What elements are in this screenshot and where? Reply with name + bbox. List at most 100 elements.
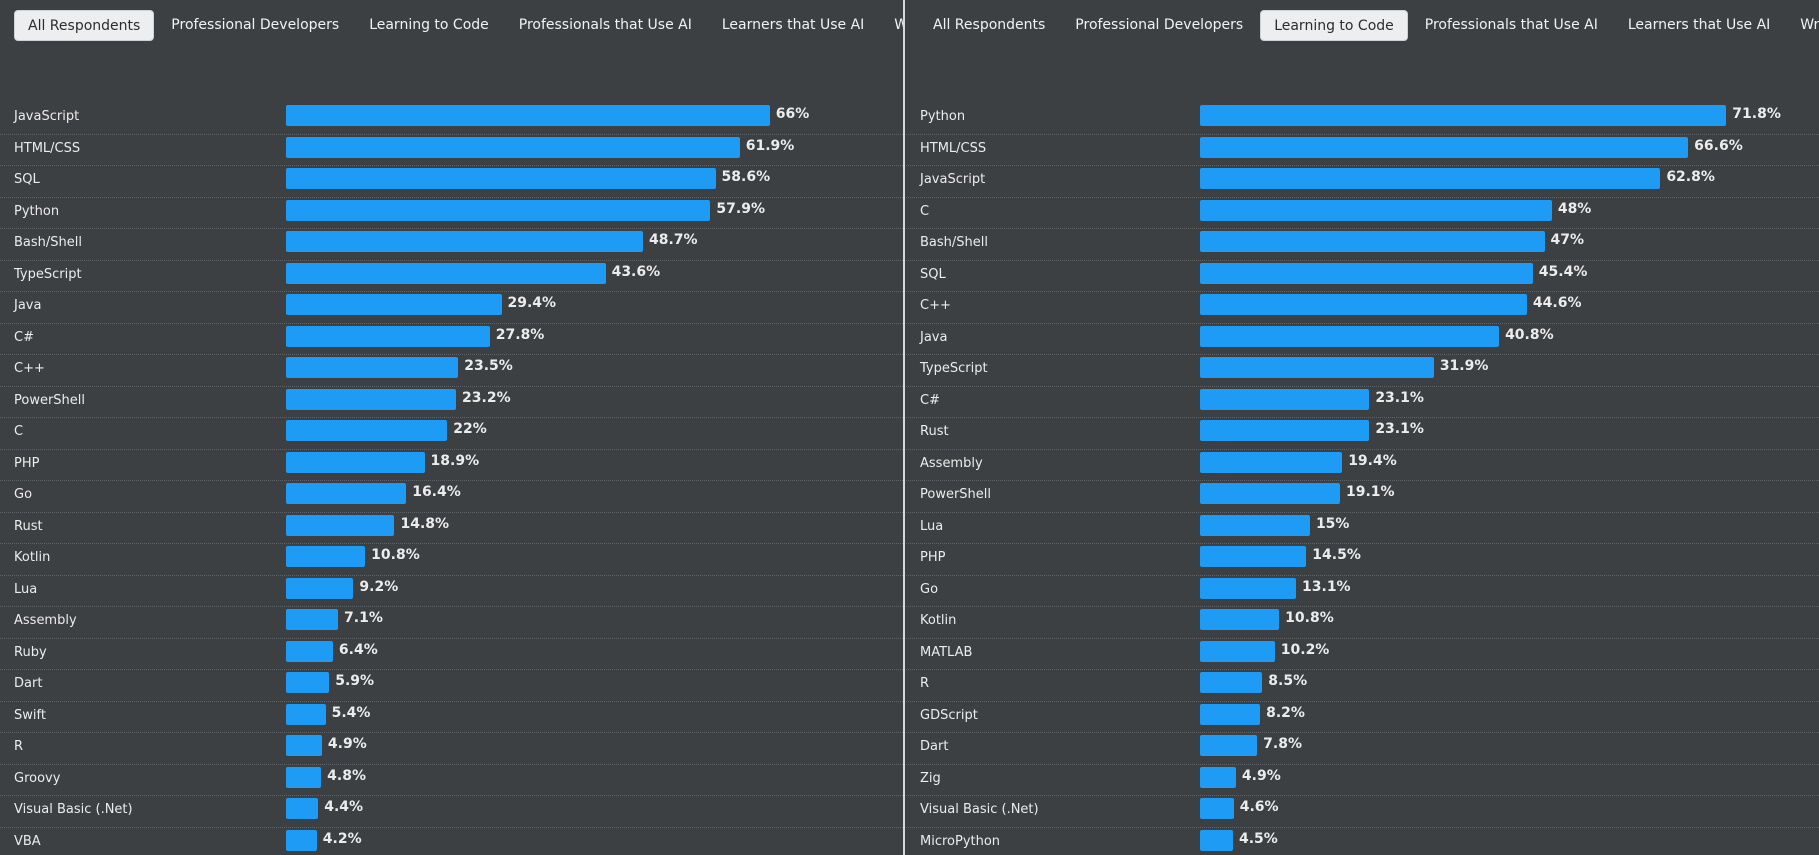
left-panel: All Respondents Professional Developers … [0, 0, 903, 855]
bar[interactable] [1200, 546, 1307, 567]
category-label: TypeScript [920, 361, 988, 376]
bar[interactable] [1200, 672, 1263, 693]
tab-professional-developers[interactable]: Professional Developers [171, 17, 340, 33]
tab-learners-that-use-ai[interactable]: Learners that Use AI [1627, 17, 1771, 33]
bar-row: Ruby 6.4% [0, 639, 903, 670]
bar-row: Assembly 7.1% [0, 607, 903, 639]
bar[interactable] [1200, 829, 1233, 851]
bar[interactable] [286, 420, 448, 441]
bar[interactable] [1200, 105, 1727, 126]
bar[interactable] [1200, 388, 1370, 410]
tab-all-respondents[interactable]: All Respondents [14, 10, 155, 41]
category-label: Python [920, 109, 966, 124]
bar-row: MicroPython 4.5% [906, 828, 1819, 855]
bar[interactable] [1200, 703, 1261, 725]
bar[interactable] [1200, 640, 1275, 662]
bar-value-label: 31.9% [1439, 358, 1489, 374]
bar[interactable] [286, 703, 326, 725]
category-label: Python [14, 203, 60, 219]
bar[interactable] [286, 105, 770, 126]
bar-row: Bash/Shell 47% [906, 229, 1819, 261]
tab-all-respondents[interactable]: All Respondents [933, 17, 1046, 33]
bar[interactable] [1200, 609, 1280, 630]
category-label: Assembly [14, 613, 77, 628]
bar[interactable] [1200, 735, 1258, 756]
category-label: Rust [920, 424, 949, 439]
bar[interactable] [286, 231, 643, 252]
bar[interactable] [286, 325, 490, 347]
bar[interactable] [1200, 231, 1545, 252]
bar-value-label: 22% [453, 421, 487, 437]
category-label: Visual Basic (.Net) [920, 802, 1039, 817]
bar[interactable] [1200, 483, 1340, 504]
bar-row: C 48% [906, 198, 1819, 229]
bar[interactable] [286, 262, 606, 284]
bar[interactable] [286, 199, 711, 221]
bar[interactable] [1200, 357, 1434, 378]
bar[interactable] [1200, 420, 1370, 441]
bar[interactable] [1200, 798, 1234, 819]
bar[interactable] [286, 766, 322, 788]
bar[interactable] [286, 451, 425, 473]
bar-value-label: 71.8% [1732, 106, 1781, 122]
category-label: Zig [920, 770, 941, 786]
bar[interactable] [1200, 577, 1297, 599]
bar[interactable] [286, 357, 459, 378]
tab-learning-to-code[interactable]: Learning to Code [369, 17, 489, 33]
bar[interactable] [1200, 451, 1343, 473]
bar-row: Go 16.4% [0, 481, 903, 513]
bar[interactable] [286, 609, 339, 630]
bar[interactable] [286, 168, 716, 189]
tab-professionals-that-use-ai[interactable]: Professionals that Use AI [1424, 17, 1598, 33]
bar-value-label: 44.6% [1532, 295, 1582, 311]
bar[interactable] [286, 829, 317, 851]
bar[interactable] [286, 577, 354, 599]
tab-write-ins[interactable]: Write-Ins [1800, 17, 1819, 33]
bar[interactable] [286, 388, 457, 410]
bar[interactable] [1200, 199, 1552, 221]
bar-value-label: 23.1% [1375, 421, 1424, 437]
bar[interactable] [286, 798, 319, 819]
right-tab-bar: All Respondents Professional Developers … [920, 10, 1819, 41]
bar[interactable] [1200, 262, 1533, 284]
category-label: Java [14, 298, 42, 313]
category-label: Java [920, 329, 948, 345]
bar[interactable] [286, 294, 502, 315]
bar-value-label: 58.6% [721, 169, 771, 185]
bar-row: C# 23.1% [906, 387, 1819, 418]
tab-professionals-that-use-ai[interactable]: Professionals that Use AI [518, 17, 692, 33]
bar[interactable] [1200, 325, 1500, 347]
bar-value-label: 10.8% [371, 547, 420, 563]
bar-row: JavaScript 62.8% [906, 166, 1819, 198]
bar[interactable] [1200, 168, 1661, 189]
bar-value-label: 29.4% [507, 295, 557, 311]
bar-row: PowerShell 19.1% [906, 481, 1819, 513]
panel-divider [903, 0, 905, 855]
bar[interactable] [1200, 136, 1689, 158]
bar-value-label: 13.1% [1302, 578, 1351, 595]
bar-row: HTML/CSS 66.6% [906, 135, 1819, 166]
category-label: GDScript [920, 707, 978, 723]
bar-row: Groovy 4.8% [0, 765, 903, 796]
category-label: Go [14, 487, 33, 502]
bar[interactable] [1200, 294, 1527, 315]
bar[interactable] [286, 735, 322, 756]
bar[interactable] [286, 483, 407, 504]
bar[interactable] [286, 672, 330, 693]
tab-learners-that-use-ai[interactable]: Learners that Use AI [721, 17, 865, 33]
category-label: C [920, 203, 930, 219]
bar[interactable] [286, 640, 333, 662]
tab-professional-developers[interactable]: Professional Developers [1075, 17, 1244, 33]
bar-value-label: 10.2% [1280, 641, 1330, 658]
bar-row: Lua 9.2% [0, 576, 903, 607]
bar-row: Zig 4.9% [906, 765, 1819, 796]
bar[interactable] [1200, 514, 1310, 536]
bar[interactable] [286, 514, 395, 536]
bar[interactable] [286, 136, 740, 158]
category-label: C# [14, 329, 34, 345]
bar[interactable] [286, 546, 366, 567]
bar-value-label: 43.6% [611, 263, 661, 280]
tab-write-ins[interactable]: Write-Ins [894, 17, 903, 33]
tab-learning-to-code[interactable]: Learning to Code [1260, 10, 1408, 41]
bar[interactable] [1200, 766, 1236, 788]
